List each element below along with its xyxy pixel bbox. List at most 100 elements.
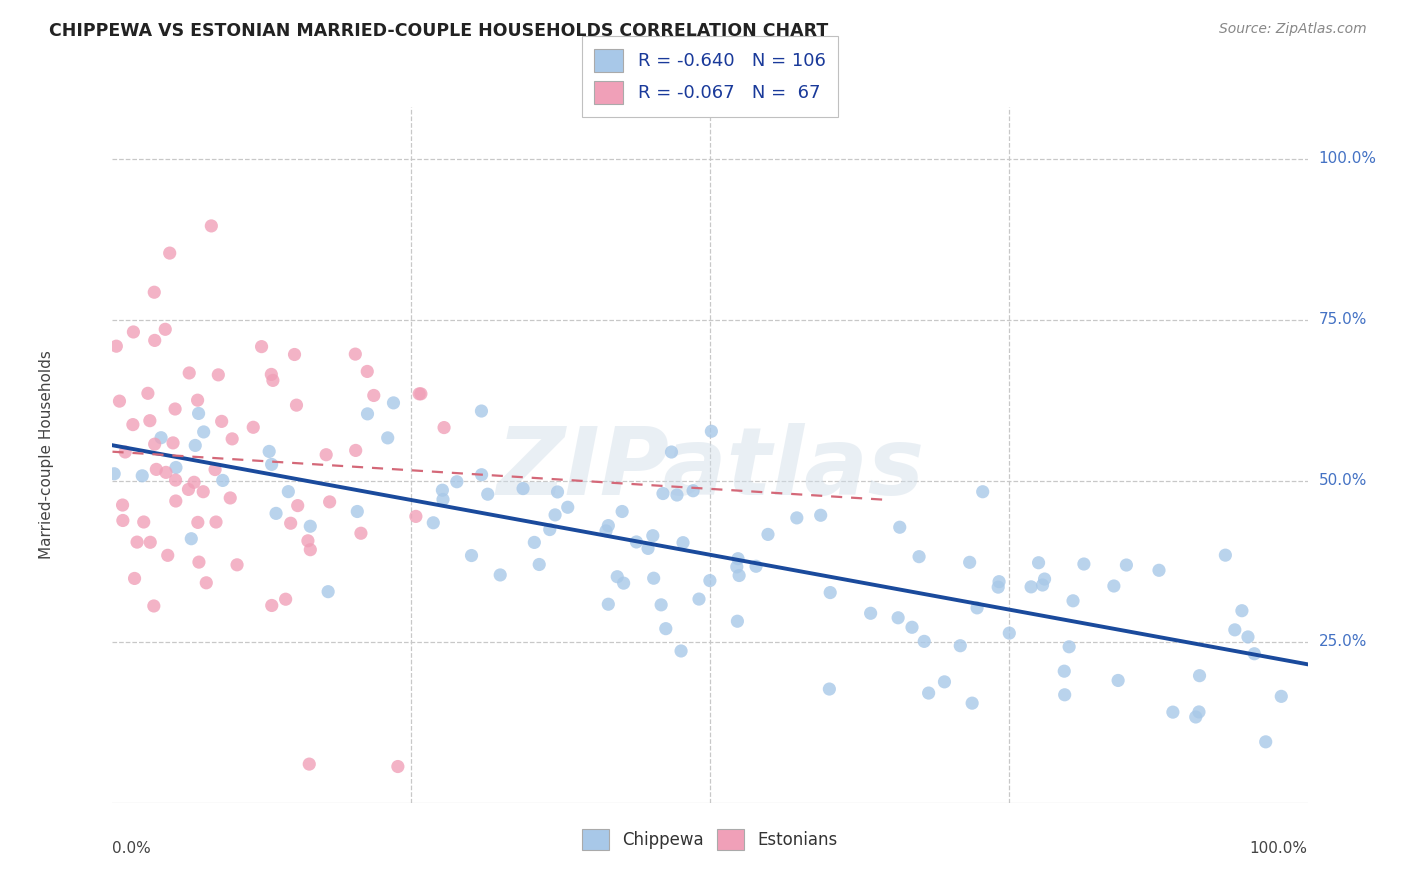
Point [901, 620, 924, 634]
Point [111, 498, 134, 512]
Text: 0.0%: 0.0% [112, 841, 152, 856]
Point [643, 571, 665, 585]
Point [523, 535, 546, 549]
Point [277, 484, 299, 499]
Point [131, 468, 153, 483]
Point [544, 508, 567, 522]
Point [356, 407, 378, 421]
Text: 100.0%: 100.0% [1319, 151, 1376, 166]
Point [142, 599, 165, 613]
Text: 50.0%: 50.0% [1319, 473, 1367, 488]
Point [641, 529, 664, 543]
Point [165, 494, 187, 508]
Point [959, 555, 981, 569]
Point [257, 444, 280, 458]
Point [260, 599, 283, 613]
Point [1102, 579, 1125, 593]
Point [433, 420, 456, 434]
Point [669, 644, 692, 658]
Point [136, 386, 159, 401]
Point [595, 524, 617, 538]
Point [725, 560, 748, 574]
Point [988, 574, 1011, 589]
Point [1254, 735, 1277, 749]
Point [1184, 710, 1206, 724]
Point [180, 532, 202, 546]
Point [211, 474, 233, 488]
Point [242, 420, 264, 434]
Point [344, 347, 367, 361]
Point [446, 475, 468, 489]
Point [179, 366, 201, 380]
Point [297, 533, 319, 548]
Point [122, 325, 145, 339]
Point [1053, 688, 1076, 702]
Point [408, 387, 430, 401]
Point [139, 535, 162, 549]
Point [598, 597, 620, 611]
Point [728, 568, 751, 582]
Point [165, 460, 187, 475]
Point [655, 622, 678, 636]
Legend: Chippewa, Estonians: Chippewa, Estonians [576, 822, 844, 857]
Point [139, 414, 162, 428]
Point [889, 520, 911, 534]
Point [285, 398, 308, 412]
Point [187, 516, 209, 530]
Point [318, 495, 340, 509]
Point [661, 445, 683, 459]
Point [725, 614, 748, 628]
Point [195, 575, 218, 590]
Text: Source: ZipAtlas.com: Source: ZipAtlas.com [1219, 22, 1367, 37]
Point [859, 607, 882, 621]
Point [745, 559, 768, 574]
Point [1028, 556, 1050, 570]
Point [193, 484, 215, 499]
Point [1270, 690, 1292, 704]
Point [315, 448, 337, 462]
Point [260, 368, 283, 382]
Text: ZIPatlas: ZIPatlas [496, 423, 924, 515]
Point [1243, 647, 1265, 661]
Point [200, 219, 222, 233]
Point [111, 513, 134, 527]
Point [124, 571, 146, 585]
Point [934, 674, 956, 689]
Point [682, 483, 704, 498]
Point [145, 462, 167, 476]
Point [972, 484, 994, 499]
Point [103, 467, 125, 481]
Point [187, 407, 209, 421]
Point [155, 466, 177, 480]
Point [382, 396, 405, 410]
Point [998, 626, 1021, 640]
Point [610, 504, 633, 518]
Point [477, 487, 499, 501]
Point [818, 681, 841, 696]
Point [470, 404, 492, 418]
Point [960, 696, 983, 710]
Point [1107, 673, 1129, 688]
Point [356, 364, 378, 378]
Point [226, 558, 249, 572]
Point [363, 388, 385, 402]
Point [1062, 594, 1084, 608]
Point [287, 499, 309, 513]
Point [219, 491, 242, 505]
Point [887, 611, 910, 625]
Point [665, 488, 688, 502]
Point [460, 549, 482, 563]
Point [409, 387, 432, 401]
Point [143, 437, 166, 451]
Point [489, 568, 512, 582]
Point [283, 347, 305, 361]
Point [727, 551, 749, 566]
Text: 75.0%: 75.0% [1319, 312, 1367, 327]
Point [688, 592, 710, 607]
Point [159, 246, 181, 260]
Point [207, 368, 229, 382]
Point [637, 541, 659, 556]
Point [299, 542, 322, 557]
Point [598, 518, 620, 533]
Point [344, 443, 367, 458]
